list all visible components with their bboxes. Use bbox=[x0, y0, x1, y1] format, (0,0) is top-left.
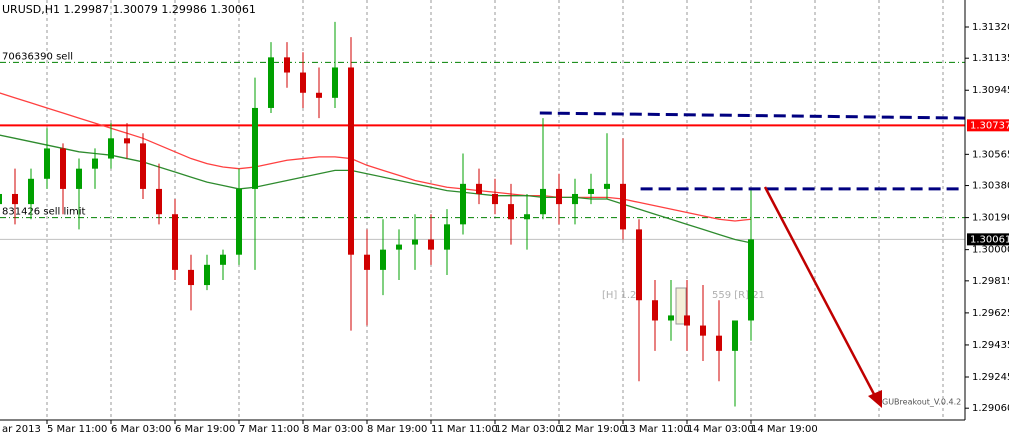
y-tick-label: 1.29625 bbox=[972, 308, 1009, 319]
candle-body bbox=[716, 335, 722, 351]
candle-body bbox=[556, 188, 562, 205]
y-tick-label: 1.31135 bbox=[972, 53, 1009, 64]
x-tick-label: 5 Mar 11:00 bbox=[47, 424, 107, 435]
bid-label: 1.30061 bbox=[970, 234, 1009, 245]
x-tick-label: 8 Mar 19:00 bbox=[367, 424, 427, 435]
chart-title: URUSD,H1 1.29987 1.30079 1.29986 1.30061 bbox=[2, 3, 256, 16]
candle-body bbox=[0, 193, 2, 205]
candle-body bbox=[668, 315, 674, 321]
candle-body bbox=[300, 72, 306, 93]
x-tick-label: 12 Mar 03:00 bbox=[495, 424, 562, 435]
y-tick-label: 1.29815 bbox=[972, 276, 1009, 287]
candle-body bbox=[44, 148, 50, 179]
candle-body bbox=[316, 92, 322, 98]
candle-body bbox=[412, 239, 418, 245]
candle-body bbox=[508, 204, 514, 220]
candle-body bbox=[60, 148, 66, 189]
candle-body bbox=[28, 178, 34, 205]
price-box bbox=[967, 119, 1009, 132]
candle-body bbox=[396, 244, 402, 250]
annotation-box bbox=[675, 287, 687, 325]
candle-body bbox=[684, 315, 690, 326]
candle-body bbox=[732, 320, 738, 351]
y-tick-label: 1.30380 bbox=[972, 181, 1009, 192]
candle-body bbox=[284, 57, 290, 73]
candle-body bbox=[348, 67, 354, 255]
x-tick-label: 11 Mar 11:00 bbox=[431, 424, 498, 435]
candle-body bbox=[604, 183, 610, 189]
y-tick-label: 1.29245 bbox=[972, 372, 1009, 383]
x-tick-label: 8 Mar 03:00 bbox=[303, 424, 363, 435]
candle-body bbox=[172, 214, 178, 270]
candle-body bbox=[524, 214, 530, 220]
candle-body bbox=[188, 269, 194, 286]
candle-body bbox=[156, 188, 162, 215]
x-tick-label: 13 Mar 11:00 bbox=[623, 424, 690, 435]
candle-body bbox=[364, 254, 370, 270]
annotation: 559 [R] 21 bbox=[712, 290, 765, 301]
x-tick-label: 6 Mar 03:00 bbox=[111, 424, 171, 435]
candle-body bbox=[380, 249, 386, 270]
x-tick-label: 14 Mar 19:00 bbox=[751, 424, 818, 435]
x-tick-label: ar 2013 bbox=[2, 424, 41, 435]
candle-body bbox=[12, 193, 18, 205]
y-tick-label: 1.29435 bbox=[972, 340, 1009, 351]
candle-body bbox=[460, 183, 466, 225]
candle-body bbox=[140, 143, 146, 189]
candle-body bbox=[444, 224, 450, 250]
candle-body bbox=[428, 239, 434, 250]
candle-body bbox=[252, 107, 258, 189]
candle-body bbox=[492, 193, 498, 205]
candle-body bbox=[588, 188, 594, 194]
level-label: 70636390 sell bbox=[2, 51, 73, 62]
candle-body bbox=[268, 57, 274, 108]
candle-body bbox=[572, 193, 578, 205]
candle-body bbox=[652, 300, 658, 321]
candle-body bbox=[236, 188, 242, 255]
candle-body bbox=[220, 254, 226, 265]
y-tick-label: 1.29060 bbox=[972, 403, 1009, 414]
candle-body bbox=[476, 183, 482, 194]
x-tick-label: 7 Mar 11:00 bbox=[239, 424, 299, 435]
candle-body bbox=[700, 325, 706, 336]
y-tick-label: 1.30945 bbox=[972, 85, 1009, 96]
candle-body bbox=[636, 229, 642, 301]
price-label: 1.30737 bbox=[970, 120, 1009, 131]
annotation: [H] 1.29 bbox=[602, 290, 643, 301]
y-tick-label: 1.31320 bbox=[972, 22, 1009, 33]
arrow-head bbox=[868, 390, 882, 408]
y-tick-label: 1.30000 bbox=[972, 245, 1009, 256]
level-label: 831426 sell limit bbox=[2, 207, 86, 218]
y-tick-label: 1.30565 bbox=[972, 149, 1009, 160]
candle-body bbox=[92, 158, 98, 169]
axes: ar 2013 5 Mar 11:00 6 Mar 03:00 6 Mar 19:00… bbox=[2, 22, 1009, 435]
candle-body bbox=[620, 183, 626, 230]
candle-body bbox=[332, 67, 338, 98]
candle-body bbox=[204, 264, 210, 286]
x-tick-label: 14 Mar 03:00 bbox=[687, 424, 754, 435]
candle-body bbox=[124, 138, 130, 144]
bid-box bbox=[967, 233, 1009, 246]
watermark: GUBreakout_V.0.4.2 bbox=[882, 398, 961, 407]
candle-body bbox=[540, 188, 546, 215]
candle-body bbox=[748, 239, 754, 321]
x-tick-label: 6 Mar 19:00 bbox=[175, 424, 235, 435]
y-tick-label: 1.30190 bbox=[972, 213, 1009, 224]
candle-body bbox=[108, 138, 114, 159]
x-tick-label: 12 Mar 19:00 bbox=[559, 424, 626, 435]
candle-body bbox=[76, 168, 82, 189]
arrow bbox=[763, 186, 878, 399]
plot-area: 70636390 sell 831426 sell limit [H] 1.29 55… bbox=[0, 0, 965, 420]
